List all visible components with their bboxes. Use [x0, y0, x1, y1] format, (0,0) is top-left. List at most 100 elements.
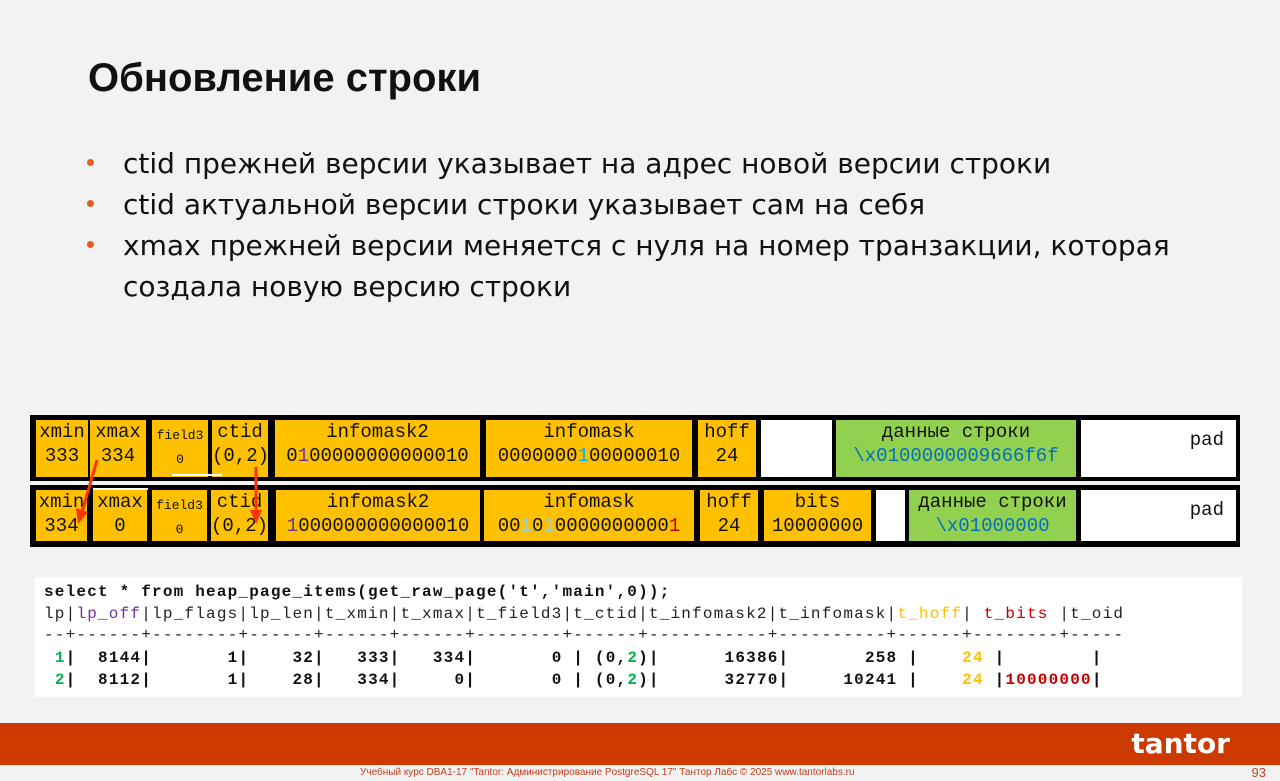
text-segment: |: [962, 605, 984, 623]
text-segment: | 8112| 1| 28| 334| 0| 0 | (0,: [65, 671, 628, 689]
text-segment: 2: [627, 671, 639, 689]
xmax-value: 334: [100, 445, 136, 467]
text-segment: |lp_flags|lp_len|t_xmin|t_xmax|t_field3|…: [141, 605, 898, 623]
text-segment: 1: [668, 515, 681, 537]
text-segment: )| 16386| 258 |: [638, 649, 963, 667]
result-header: lp|lp_off|lp_flags|lp_len|t_xmin|t_xmax|…: [44, 605, 1124, 623]
tuple-new-xmax-cell: xmax 0: [93, 490, 147, 541]
infomask-value: 0010100000000001: [484, 514, 694, 538]
xmin-label: xmin: [38, 491, 85, 513]
table-row: 1| 8144| 1| 32| 333| 334| 0 | (0,2)| 163…: [44, 649, 1103, 667]
hoff-label: hoff: [706, 491, 752, 513]
text-segment: 1: [543, 515, 555, 537]
data-value: \x0100000009666f6f: [853, 445, 1059, 467]
tuple-new-infomask-cell: infomask 0010100000000001: [484, 490, 694, 541]
text-segment: )| 32770| 10241 |: [638, 671, 963, 689]
tuple-new-infomask2-cell: infomask2 1000000000000010: [276, 490, 480, 541]
bits-label: bits: [794, 491, 841, 513]
xmax-label: xmax: [97, 491, 143, 513]
xmin-value: 334: [44, 515, 79, 537]
result-separator: --+------+--------+------+------+------+…: [44, 626, 1125, 644]
table-row: 2| 8112| 1| 28| 334| 0| 0 | (0,2)| 32770…: [44, 671, 1103, 689]
pad-label: pad: [1189, 429, 1224, 451]
tuple-old-field3-cell: field3 0: [152, 420, 208, 477]
xmax-label: xmax: [95, 421, 141, 443]
infomask-label: infomask: [543, 421, 635, 443]
bullet-item: xmax прежней версии меняется с нуля на н…: [85, 225, 1243, 307]
bullet-item: ctid актуальной версии строки указывает …: [85, 184, 1243, 225]
field3-label: field3: [156, 428, 204, 443]
text-segment: lp|: [44, 605, 77, 623]
ctid-label: ctid: [216, 491, 263, 513]
arrow-head-icon: [76, 508, 88, 524]
text-segment: 00: [497, 515, 521, 537]
text-segment: 1: [520, 515, 532, 537]
tuple-old-infomask2-cell: infomask2 0100000000000010: [275, 420, 480, 477]
text-segment: 0000000000: [554, 515, 669, 537]
tuple-new-empty-cell: [876, 490, 905, 541]
text-segment: 10000000: [1005, 671, 1092, 689]
text-segment: 0: [531, 515, 544, 537]
tuple-new-hoff-cell: hoff 24: [700, 490, 758, 541]
text-segment: t_bits: [983, 605, 1049, 623]
slide-title: Обновление строки: [88, 56, 482, 100]
text-segment: |: [1091, 671, 1103, 689]
tuple-old-infomask-cell: infomask 0000000100000010: [486, 420, 692, 477]
hoff-value: 24: [715, 445, 739, 467]
data-value: \x01000000: [935, 515, 1050, 537]
xmax-value: 0: [114, 515, 126, 537]
page-number: 93: [1251, 765, 1266, 780]
text-segment: [44, 671, 55, 689]
text-segment: 1: [54, 649, 66, 667]
infomask-label: infomask: [543, 491, 635, 513]
ctid-value: (0,2): [212, 445, 268, 467]
tuple-new-data-cell: данные строки \x01000000: [909, 490, 1076, 541]
footer-text: Учебный курс DBA1-17 "Tantor: Администри…: [360, 767, 855, 778]
text-segment: 0000000: [497, 445, 578, 467]
tuple-new-bits-cell: bits 10000000: [764, 490, 871, 541]
bullet-item: ctid прежней версии указывает на адрес н…: [85, 143, 1243, 184]
text-segment: 24: [962, 649, 984, 667]
field3-label: field3: [156, 498, 203, 513]
text-segment: 00000000000010: [309, 445, 469, 467]
text-segment: |t_oid: [1048, 605, 1125, 623]
text-segment: 1: [286, 515, 299, 537]
arrow-head-icon: [250, 510, 262, 524]
text-segment: t_hoff: [897, 605, 963, 623]
text-segment: lp_off: [76, 605, 142, 623]
text-segment: | |: [983, 649, 1103, 667]
hoff-value: 24: [717, 515, 741, 537]
text-segment: 1: [297, 445, 310, 467]
tuple-old-xmin-cell: xmin 333: [36, 420, 88, 477]
data-label: данные строки: [918, 491, 1067, 513]
bullet-list: ctid прежней версии указывает на адрес н…: [85, 143, 1243, 307]
tuple-old-data-cell: данные строки \x0100000009666f6f: [836, 420, 1076, 477]
infomask-value: 0000000100000010: [486, 444, 692, 468]
text-segment: 000000000000010: [298, 515, 470, 537]
tantor-logo: tantor: [1131, 727, 1230, 760]
text-segment: 2: [627, 649, 639, 667]
text-segment: 0: [286, 445, 298, 467]
text-segment: [44, 649, 55, 667]
infomask2-label: infomask2: [326, 491, 430, 513]
text-segment: 2: [54, 671, 66, 689]
infomask2-label: infomask2: [326, 421, 429, 443]
data-label: данные строки: [881, 421, 1031, 443]
ctid-label: ctid: [217, 421, 263, 443]
field3-value: 0: [175, 522, 184, 537]
xmin-value: 333: [44, 445, 80, 467]
text-segment: | 8144| 1| 32| 333| 334| 0 | (0,: [65, 649, 628, 667]
tuple-new-pad-cell: pad: [1081, 490, 1236, 541]
tuple-old-pad-cell: pad: [1081, 420, 1236, 477]
ctid-value: (0,2): [211, 515, 268, 537]
text-segment: 24: [962, 671, 984, 689]
field3-value: 0: [176, 452, 184, 467]
footer-bar: tantor: [0, 723, 1280, 765]
sql-output: select * from heap_page_items(get_raw_pa…: [35, 577, 1242, 697]
xmin-label: xmin: [39, 421, 85, 443]
text-segment: 00000010: [589, 445, 681, 467]
infomask2-value: 1000000000000010: [276, 514, 480, 538]
infomask2-value: 0100000000000010: [275, 444, 480, 468]
pad-label: pad: [1189, 499, 1224, 521]
